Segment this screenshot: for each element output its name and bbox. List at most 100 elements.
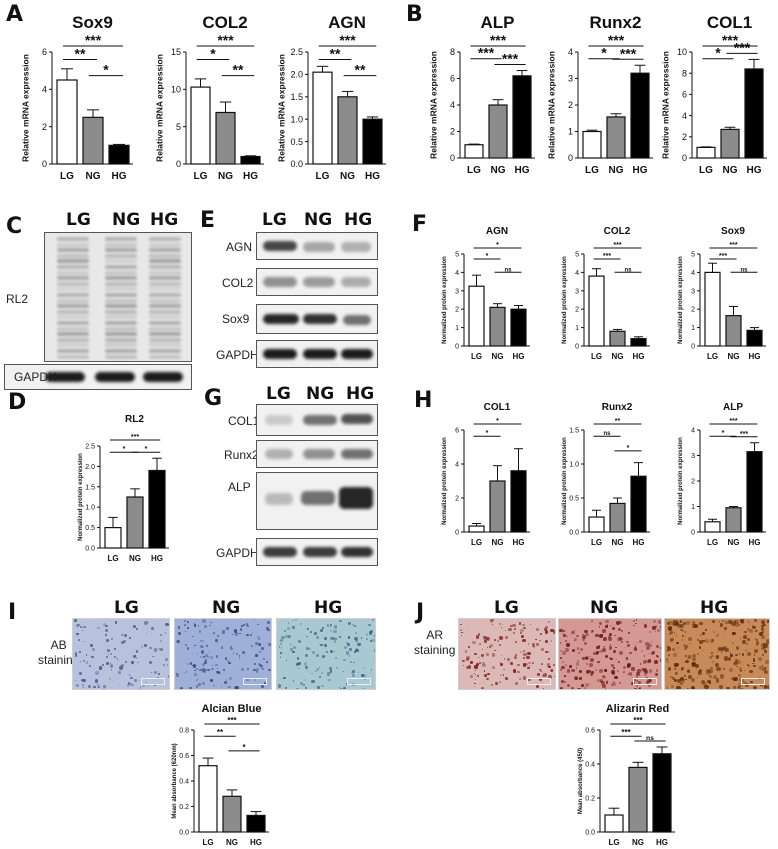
- stain-particle: [608, 636, 613, 641]
- stain-particle: [147, 684, 150, 686]
- stain-particle: [583, 641, 587, 645]
- stain-particle: [257, 623, 259, 626]
- stain-particle: [239, 657, 241, 659]
- stain-particle: [153, 655, 155, 658]
- stain-particle: [654, 659, 658, 664]
- stain-particle: [633, 624, 635, 626]
- stain-particle: [703, 640, 706, 643]
- stain-particle: [256, 667, 260, 671]
- stain-particle: [666, 687, 669, 689]
- stain-particle: [535, 639, 537, 641]
- stain-particle: [753, 657, 755, 660]
- stain-particle: [539, 668, 541, 671]
- stain-particle: [647, 659, 652, 663]
- bar-ng: [606, 116, 626, 159]
- stain-particle: [621, 641, 624, 643]
- rl2-smear-band: [57, 332, 89, 337]
- stain-particle: [355, 639, 358, 642]
- y-tick-label: 0: [682, 153, 687, 163]
- stain-particle: [85, 661, 89, 664]
- stain-particle: [674, 674, 676, 676]
- stain-particle: [590, 619, 593, 623]
- stain-particle: [548, 675, 552, 679]
- rl2-smear-band: [149, 265, 181, 269]
- stain-particle: [294, 619, 298, 622]
- stain-particle: [667, 625, 673, 631]
- stain-particle: [81, 684, 84, 687]
- stain-particle: [712, 638, 715, 641]
- y-tick-label: 5: [691, 251, 695, 258]
- y-tick-label: 0: [691, 343, 695, 350]
- stain-particle: [763, 685, 768, 689]
- stain-particle: [571, 648, 576, 653]
- panel-label-e: E: [200, 208, 216, 233]
- stain-particle: [203, 670, 206, 674]
- stain-particle: [733, 677, 739, 682]
- stain-particle: [604, 654, 609, 659]
- stain-particle: [352, 669, 355, 673]
- blot-g-header-hg: HG: [346, 384, 375, 404]
- stain-particle: [485, 652, 489, 656]
- stain-particle: [124, 660, 128, 663]
- stain-particle: [739, 637, 741, 639]
- stain-particle: [660, 625, 661, 630]
- stain-particle: [475, 662, 479, 666]
- stain-particle: [280, 643, 282, 645]
- stain-particle: [82, 686, 84, 688]
- stain-particle: [697, 670, 701, 673]
- stain-particle: [628, 632, 630, 634]
- stain-particle: [615, 658, 617, 661]
- stain-particle: [608, 632, 612, 636]
- stain-particle: [538, 677, 542, 682]
- stain-particle: [672, 622, 677, 626]
- stain-particle: [98, 686, 101, 689]
- y-tick-label: 3: [691, 453, 695, 460]
- stain-particle: [311, 679, 315, 683]
- category-label: LG: [608, 838, 619, 847]
- stain-particle: [684, 631, 687, 633]
- stain-particle: [527, 661, 531, 665]
- stain-particle: [345, 651, 349, 655]
- stain-particle: [241, 667, 245, 671]
- stain-particle: [205, 654, 208, 657]
- stain-particle: [754, 619, 758, 623]
- rl2-smear-band: [105, 287, 137, 292]
- stain-particle: [373, 648, 375, 652]
- stain-particle: [221, 630, 225, 634]
- stain-particle: [738, 624, 741, 626]
- stain-particle: [339, 687, 343, 689]
- stain-particle: [145, 632, 148, 635]
- stain-particle: [160, 647, 164, 651]
- bar-lg: [468, 285, 485, 347]
- sig-label: ***: [613, 242, 621, 249]
- category-label: HG: [749, 538, 761, 547]
- scale-bar: [741, 678, 765, 685]
- rl2-smear-band: [105, 304, 137, 309]
- stain-particle: [474, 678, 477, 681]
- y-tick-label: 2: [691, 478, 695, 485]
- y-tick-label: 4: [455, 270, 459, 277]
- stain-particle: [562, 650, 567, 655]
- stain-particle: [289, 647, 293, 651]
- stain-particle: [481, 661, 485, 665]
- y-tick-label: 4: [450, 100, 455, 110]
- stain-particle: [633, 620, 636, 623]
- stain-particle: [133, 625, 137, 628]
- rl2-smear-band: [105, 242, 137, 247]
- stain-particle: [290, 643, 292, 646]
- stain-particle: [358, 642, 361, 646]
- stain-particle: [676, 678, 681, 683]
- stain-particle: [644, 673, 647, 677]
- stain-particle: [729, 667, 734, 672]
- stain-particle: [741, 639, 746, 644]
- stain-particle: [350, 661, 352, 663]
- stain-particle: [613, 667, 616, 670]
- stain-particle: [91, 655, 95, 659]
- stain-particle: [531, 662, 534, 665]
- stain-particle: [490, 619, 492, 622]
- sig-label: ***: [729, 242, 737, 249]
- stain-particle: [228, 685, 231, 689]
- stain-particle: [209, 652, 211, 654]
- stain-particle: [158, 672, 160, 675]
- stain-particle: [74, 620, 76, 622]
